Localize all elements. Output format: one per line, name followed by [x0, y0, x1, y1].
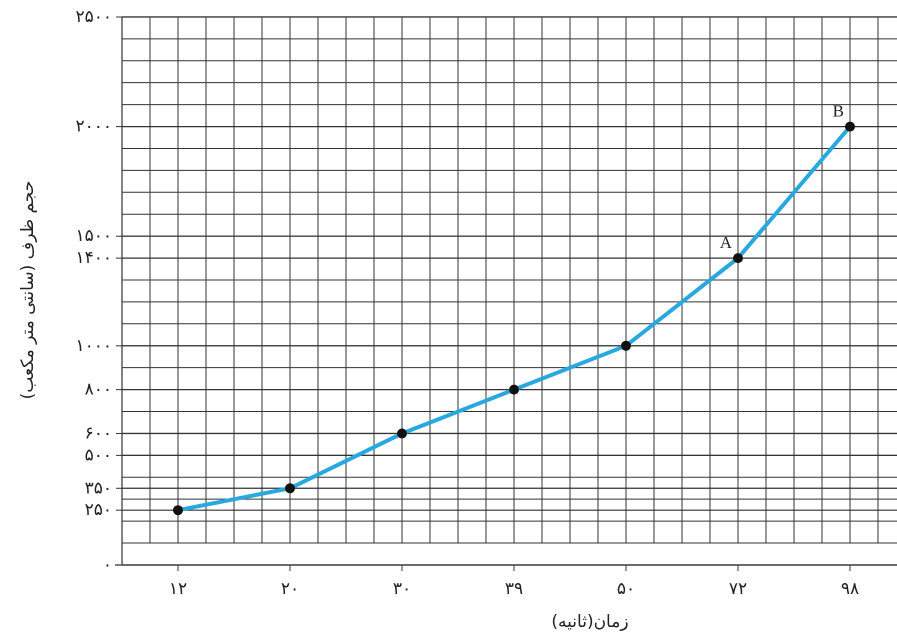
y-tick-label: ۸۰۰	[85, 380, 112, 400]
y-tick-label: ۱۵۰۰	[75, 226, 112, 246]
x-tick-label: ۱۲	[169, 579, 187, 599]
y-tick-label: ۶۰۰	[85, 423, 112, 443]
y-tick-label: ۱۴۰۰	[75, 248, 112, 268]
data-point	[621, 341, 631, 351]
data-point	[845, 122, 855, 132]
y-tick-label: ۱۰۰۰	[75, 336, 112, 356]
data-point	[173, 505, 183, 515]
minor-grid	[122, 17, 897, 543]
y-tick-label: ۵۰۰	[85, 445, 112, 465]
data-point	[397, 428, 407, 438]
point-label: B	[833, 102, 844, 121]
x-tick-label: ۷۲	[729, 579, 747, 599]
x-tick-label: ۵۰	[617, 579, 635, 599]
x-tick-label: ۳۹	[505, 579, 523, 599]
x-axis-label: زمان(ثانیه)	[551, 612, 628, 632]
y-tick-label: ۲۰۰۰	[75, 117, 112, 137]
x-tick-label: ۹۸	[841, 579, 859, 599]
y-tick-label: ۰	[103, 555, 112, 575]
y-axis-label: حجم ظرف (سانتی متر مکعب)	[18, 181, 38, 400]
chart: زمان(ثانیه) حجم ظرف (سانتی متر مکعب) ۰ ۲۵…	[0, 0, 897, 642]
y-tick-label: ۳۵۰	[85, 478, 112, 498]
data-point	[733, 253, 743, 263]
y-tick-label: ۲۵۰۰	[75, 7, 112, 27]
point-label: A	[720, 233, 733, 252]
data-point	[509, 385, 519, 395]
y-tick-label: ۲۵۰	[85, 500, 112, 520]
x-tick-label: ۲۰	[281, 579, 299, 599]
x-tick-label: ۳۰	[393, 579, 411, 599]
data-point	[285, 483, 295, 493]
